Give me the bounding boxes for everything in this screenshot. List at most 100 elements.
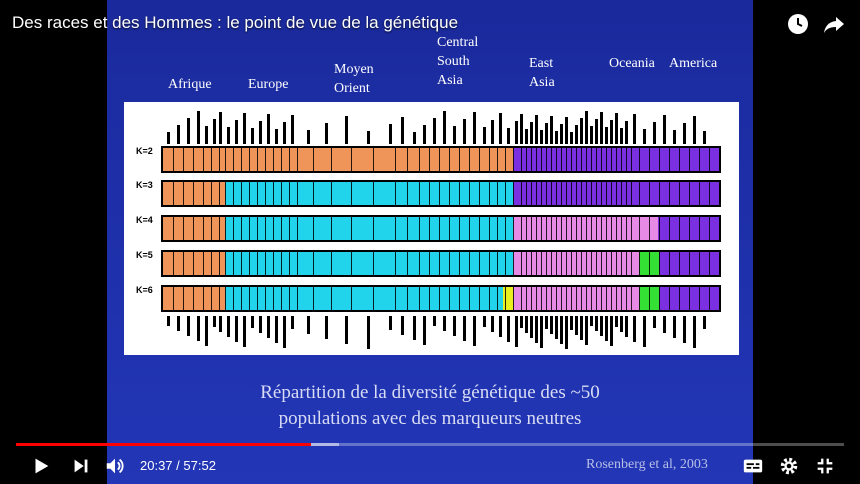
population-label-mark [423, 316, 426, 345]
population-divider [679, 148, 680, 171]
population-label-mark [251, 128, 254, 144]
population-divider [313, 252, 314, 275]
population-divider [265, 252, 266, 275]
population-divider [556, 148, 557, 171]
population-label-mark [243, 316, 246, 347]
population-divider [581, 252, 582, 275]
population-divider [265, 182, 266, 205]
population-label-mark [463, 119, 466, 144]
population-divider [586, 182, 587, 205]
population-label-mark [443, 316, 446, 331]
population-divider [173, 252, 174, 275]
population-divider [331, 252, 332, 275]
structure-figure: K=2 K=3 K=4 K=5 K=6 [124, 102, 739, 355]
population-label-mark [540, 130, 543, 144]
population-divider [561, 148, 562, 171]
population-label-mark [413, 316, 416, 340]
population-divider [249, 182, 250, 205]
population-label-mark [585, 316, 588, 345]
population-divider [631, 148, 632, 171]
population-label-mark [703, 316, 706, 329]
population-label-mark [693, 316, 696, 348]
population-divider [241, 287, 242, 310]
structure-bar-k3 [161, 180, 721, 207]
next-icon[interactable] [70, 455, 92, 477]
population-label-mark [267, 316, 270, 338]
population-divider [601, 217, 602, 240]
population-label-mark [267, 114, 270, 144]
progress-bar[interactable] [16, 443, 844, 446]
population-divider [606, 287, 607, 310]
population-label-mark [507, 128, 510, 144]
share-icon[interactable] [822, 12, 846, 36]
population-divider [546, 148, 547, 171]
population-divider [621, 148, 622, 171]
population-label-mark [610, 316, 613, 346]
settings-icon[interactable] [778, 455, 800, 477]
exit-fullscreen-icon[interactable] [814, 455, 836, 477]
population-label-mark [620, 128, 623, 144]
population-divider [233, 217, 234, 240]
population-label-mark [610, 120, 613, 144]
population-divider [596, 217, 597, 240]
population-divider [566, 287, 567, 310]
population-divider [709, 252, 710, 275]
population-divider [449, 182, 450, 205]
population-label-mark [585, 111, 588, 144]
population-divider [351, 182, 352, 205]
caption-line-2: populations avec des marqueurs neutres [278, 408, 582, 429]
population-divider [505, 287, 506, 310]
population-label-mark [453, 126, 456, 144]
population-label-mark [443, 111, 446, 144]
population-label-mark [177, 316, 180, 331]
population-divider [249, 148, 250, 171]
population-divider [225, 148, 226, 171]
population-divider [469, 148, 470, 171]
population-divider [513, 148, 514, 171]
population-label-mark [307, 316, 310, 334]
clock-icon[interactable] [786, 12, 810, 36]
population-divider [699, 182, 700, 205]
population-label-mark [595, 316, 598, 331]
population-divider [265, 217, 266, 240]
population-divider [281, 148, 282, 171]
population-divider [689, 182, 690, 205]
population-label-mark [605, 316, 608, 341]
population-divider [395, 217, 396, 240]
population-label-mark [389, 124, 392, 144]
population-divider [521, 182, 522, 205]
population-divider [289, 287, 290, 310]
population-divider [289, 217, 290, 240]
population-label-mark [560, 316, 563, 344]
play-icon[interactable] [30, 455, 52, 477]
population-divider [459, 148, 460, 171]
population-divider [561, 217, 562, 240]
population-divider [699, 217, 700, 240]
population-divider [566, 252, 567, 275]
population-divider [429, 182, 430, 205]
volume-icon[interactable] [104, 455, 126, 477]
population-label-mark [540, 316, 543, 348]
population-divider [689, 217, 690, 240]
population-divider [233, 148, 234, 171]
population-divider [211, 217, 212, 240]
population-divider [469, 182, 470, 205]
population-label-mark [525, 129, 528, 144]
population-divider [233, 182, 234, 205]
population-divider [193, 182, 194, 205]
population-divider [631, 287, 632, 310]
video-title[interactable]: Des races et des Hommes : le point de vu… [12, 13, 459, 32]
population-divider [679, 287, 680, 310]
population-divider [626, 182, 627, 205]
population-divider [621, 252, 622, 275]
population-divider [551, 148, 552, 171]
population-divider [601, 252, 602, 275]
population-divider [639, 217, 640, 240]
region-label-central-south-asia: Central South Asia [437, 35, 479, 88]
structure-segment [163, 182, 225, 205]
subtitles-icon[interactable] [742, 455, 764, 477]
population-divider [591, 217, 592, 240]
population-label-mark [703, 131, 706, 144]
population-divider [211, 148, 212, 171]
population-divider [183, 217, 184, 240]
